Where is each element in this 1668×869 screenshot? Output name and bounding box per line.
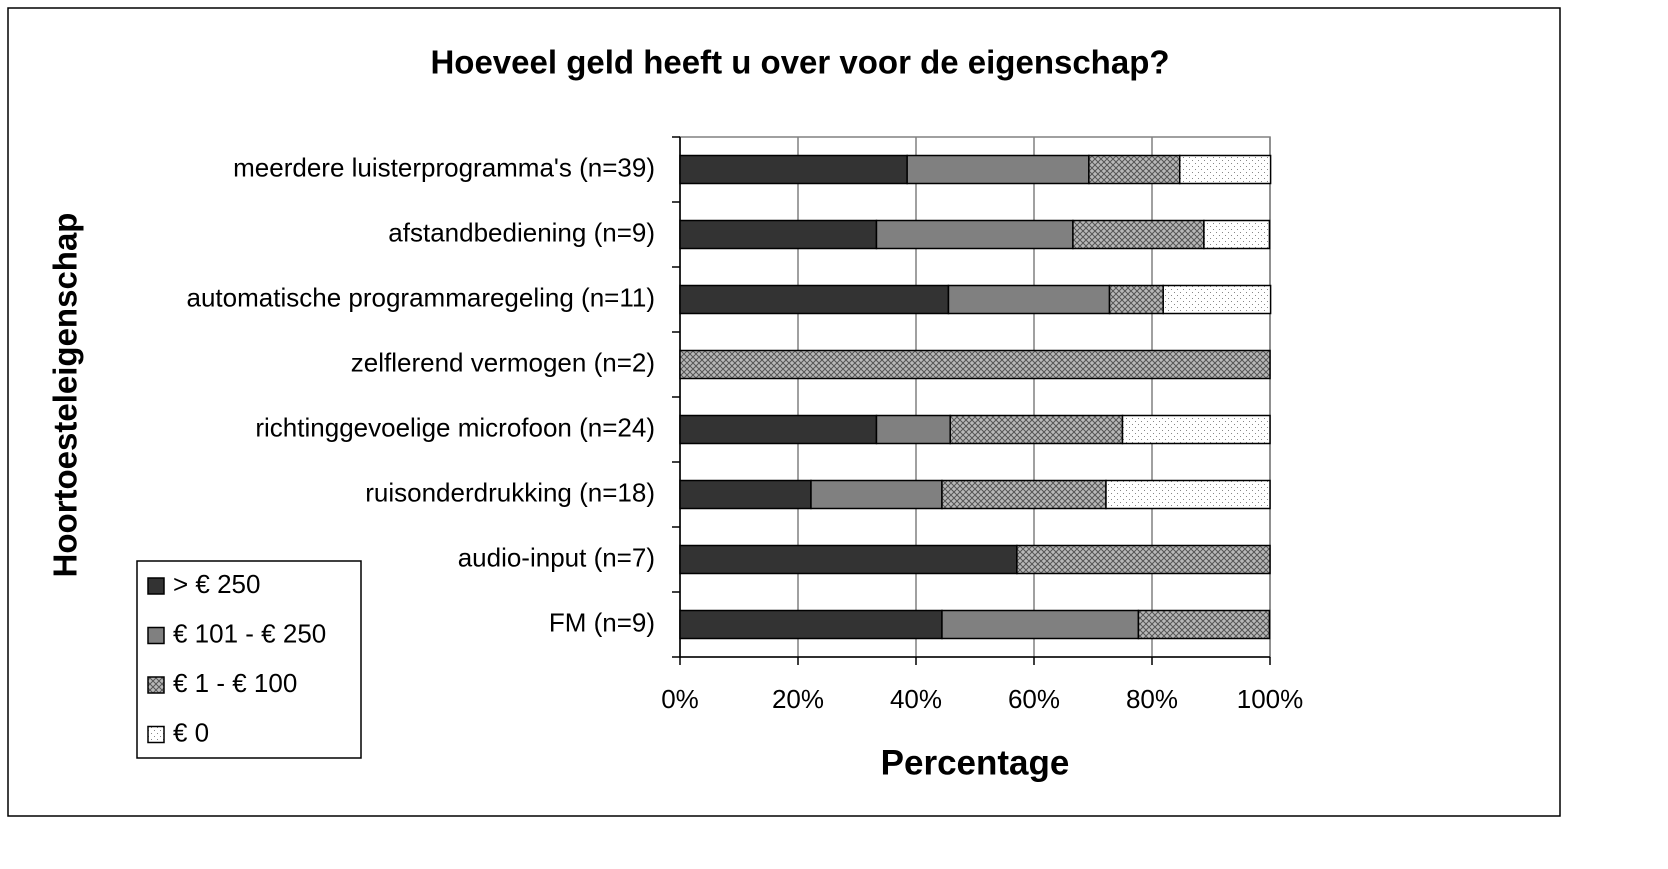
- legend-label: € 101 - € 250: [173, 618, 326, 648]
- legend-label: € 0: [173, 717, 209, 747]
- bar-segment: [679, 284, 950, 315]
- bar-segment: [679, 544, 1018, 575]
- legend-swatch: [147, 577, 165, 595]
- y-tick-label: ruisonderdrukking (n=18): [365, 477, 655, 507]
- legend-swatch: [147, 626, 165, 645]
- bar-segment: [1105, 479, 1271, 510]
- bar-segment: [1121, 414, 1271, 445]
- bar-segment: [1072, 219, 1205, 250]
- bar-segment: [1203, 219, 1271, 250]
- legend-box: [136, 560, 362, 759]
- x-axis-label: Percentage: [881, 743, 1070, 782]
- y-tick-label: zelflerend vermogen (n=2): [351, 347, 655, 377]
- bar-segment: [679, 154, 908, 185]
- bar-segment: [679, 219, 878, 250]
- bar-segment: [1108, 284, 1164, 315]
- bar-segment: [679, 609, 943, 640]
- x-tick-label: 80%: [1126, 684, 1178, 714]
- bar-segment: [906, 154, 1090, 185]
- bar-segment: [679, 349, 1271, 380]
- y-tick-label: automatische programmaregeling (n=11): [187, 282, 655, 312]
- x-tick-label: 20%: [772, 684, 824, 714]
- legend-swatch: [147, 676, 165, 694]
- bar-segment: [1178, 154, 1272, 185]
- x-tick-label: 40%: [890, 684, 942, 714]
- bar-segment: [941, 479, 1107, 510]
- bar-segment: [875, 414, 951, 445]
- chart-title: Hoeveel geld heeft u over voor de eigens…: [430, 44, 1169, 81]
- bar-segment: [949, 414, 1124, 445]
- y-tick-label: meerdere luisterprogramma's (n=39): [233, 152, 655, 182]
- y-axis-label: Hoortoesteleigenschap: [47, 213, 84, 578]
- bar-segment: [1162, 284, 1272, 315]
- legend-swatch: [147, 725, 165, 744]
- legend-label: € 1 - € 100: [173, 668, 297, 698]
- y-tick-label: afstandbediening (n=9): [388, 217, 655, 247]
- y-tick-label: richtinggevoelige microfoon (n=24): [255, 412, 655, 442]
- x-tick-label: 0%: [661, 684, 699, 714]
- x-tick-label: 100%: [1237, 684, 1304, 714]
- y-tick-label: FM (n=9): [549, 607, 655, 637]
- y-tick-label: audio-input (n=7): [458, 542, 655, 572]
- bar-segment: [875, 219, 1074, 250]
- bar-segment: [941, 609, 1140, 640]
- bar-segment: [679, 479, 812, 510]
- bar-segment: [947, 284, 1111, 315]
- bar-segment: [1016, 544, 1271, 575]
- bar-segment: [810, 479, 943, 510]
- bar-segment: [1137, 609, 1271, 640]
- bar-segment: [1088, 154, 1181, 185]
- legend-label: > € 250: [173, 569, 260, 599]
- x-tick-label: 60%: [1008, 684, 1060, 714]
- bar-segment: [679, 414, 878, 445]
